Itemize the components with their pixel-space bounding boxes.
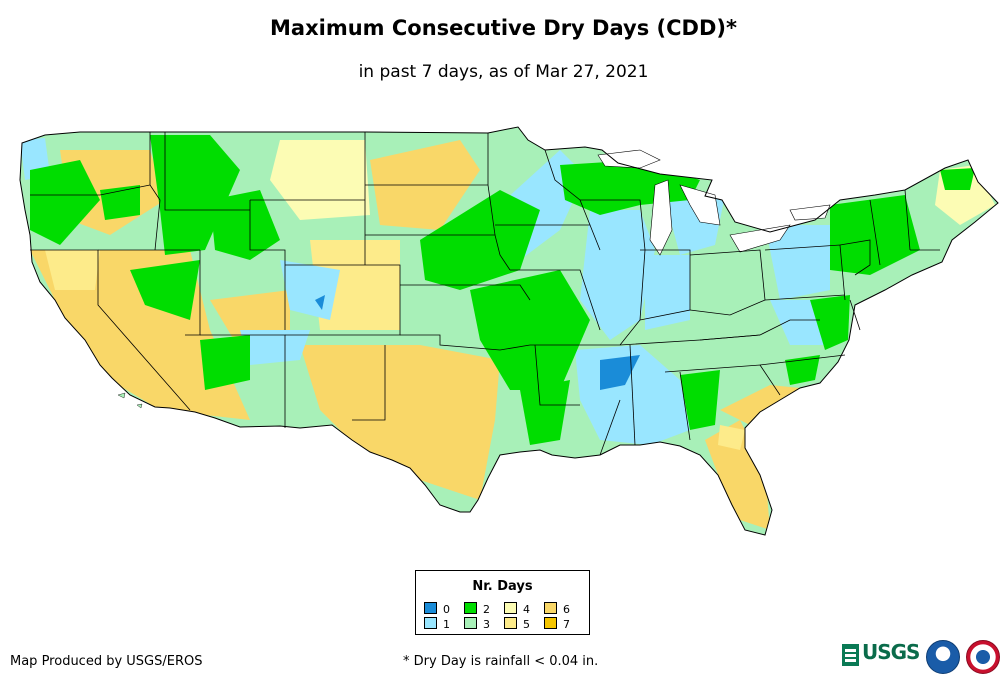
usgs-logo: USGS: [842, 640, 920, 669]
legend-swatch-5: [504, 617, 517, 629]
legend-item-7: 7: [544, 617, 570, 631]
legend-label-3: 3: [483, 618, 490, 631]
legend-item-6: 6: [544, 602, 570, 616]
legend-swatch-2: [464, 602, 477, 614]
usgs-logo-text: USGS: [862, 640, 920, 664]
legend-item-4: 4: [504, 602, 530, 616]
legend-item-0: 0: [424, 602, 450, 616]
legend-swatch-1: [424, 617, 437, 629]
coastal-islands: [117, 392, 143, 409]
legend-swatch-0: [424, 602, 437, 614]
map-subtitle: in past 7 days, as of Mar 27, 2021: [358, 62, 649, 82]
agency-logos: USGS: [842, 638, 1002, 678]
cdd-raster: [20, 127, 998, 535]
nws-logo-icon: [966, 640, 1000, 674]
footnote-text: * Dry Day is rainfall < 0.04 in.: [403, 654, 599, 669]
map-title: Maximum Consecutive Dry Days (CDD)*: [270, 16, 737, 40]
legend-swatch-7: [544, 617, 557, 629]
legend-item-2: 2: [464, 602, 490, 616]
legend-label-4: 4: [523, 603, 530, 616]
legend-swatch-4: [504, 602, 517, 614]
credit-text: Map Produced by USGS/EROS: [10, 654, 203, 669]
legend-title: Nr. Days: [472, 579, 533, 594]
legend-item-5: 5: [504, 617, 530, 631]
legend-item-1: 1: [424, 617, 450, 631]
legend-label-5: 5: [523, 618, 530, 631]
map-legend: Nr. Days 0 1 2 3 4 5 6 7: [415, 570, 590, 635]
usgs-wave-icon: [842, 644, 859, 666]
legend-label-7: 7: [563, 618, 570, 631]
legend-items: 0 1 2 3 4 5 6 7: [424, 602, 589, 632]
legend-label-1: 1: [443, 618, 450, 631]
legend-item-3: 3: [464, 617, 490, 631]
legend-swatch-3: [464, 617, 477, 629]
noaa-logo-icon: [926, 640, 960, 674]
legend-label-0: 0: [443, 603, 450, 616]
legend-swatch-6: [544, 602, 557, 614]
state-boundaries: [19, 126, 999, 536]
legend-label-6: 6: [563, 603, 570, 616]
legend-label-2: 2: [483, 603, 490, 616]
